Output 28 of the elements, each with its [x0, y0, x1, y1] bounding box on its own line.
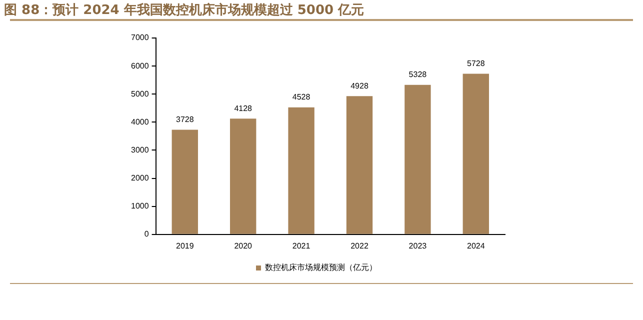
y-tick-label: 4000: [131, 117, 150, 126]
data-label: 5728: [467, 58, 486, 68]
x-tick-label: 2023: [408, 241, 428, 250]
bar: [462, 74, 489, 234]
x-tick-label: 2021: [292, 241, 311, 250]
x-tick-label: 2020: [234, 241, 253, 250]
y-tick-label: 5000: [131, 89, 150, 98]
data-label: 3728: [176, 115, 194, 124]
y-tick-label: 7000: [131, 33, 150, 42]
y-tick-label: 2000: [131, 173, 150, 182]
y-tick-label: 1000: [131, 202, 150, 211]
x-tick-label: 2019: [176, 241, 194, 250]
bar: [288, 107, 314, 234]
bar: [404, 84, 431, 234]
data-label: 4928: [350, 81, 369, 90]
data-label: 4528: [292, 92, 311, 102]
y-tick-label: 0: [144, 230, 150, 239]
x-tick-label: 2024: [467, 241, 486, 250]
data-label: 5328: [408, 70, 428, 80]
bar: [346, 96, 373, 234]
chart-title: 图 88：预计 2024 年我国数控机床市场规模超过 5000 亿元: [4, 2, 364, 19]
y-tick-label: 6000: [131, 61, 150, 70]
y-tick-label: 3000: [131, 145, 150, 154]
x-tick-label: 2022: [350, 241, 369, 250]
bar: [230, 118, 256, 234]
bar: [172, 130, 198, 234]
data-label: 4128: [234, 104, 253, 113]
legend-label: 数控机床市场规模预测（亿元）: [265, 263, 377, 272]
